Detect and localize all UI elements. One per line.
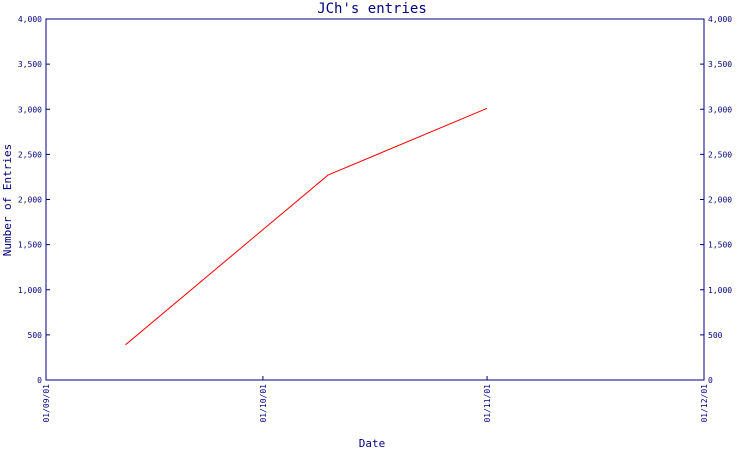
y-tick-label-right: 3,000 [708,105,732,114]
y-tick-label-right: 1,500 [708,241,732,250]
y-tick-label-right: 0 [708,376,713,385]
chart-title: JCh's entries [317,1,427,17]
y-tick-label-left: 1,500 [18,241,42,250]
y-tick-label-right: 4,000 [708,15,732,24]
y-tick-label-right: 2,000 [708,196,732,205]
y-tick-label-left: 1,000 [18,286,42,295]
y-tick-label-left: 2,500 [18,150,42,159]
y-tick-label-left: 4,000 [18,15,42,24]
y-tick-label-left: 2,000 [18,196,42,205]
y-tick-label-left: 3,000 [18,105,42,114]
x-tick-label: 01/10/01 [259,384,268,423]
y-tick-label-right: 500 [708,331,723,340]
y-tick-label-right: 3,500 [708,60,732,69]
series-layer [125,107,488,346]
y-tick-label-right: 1,000 [708,286,732,295]
x-tick-label: 01/12/01 [700,384,709,423]
x-tick-label: 01/09/01 [42,384,51,423]
y-tick-label-left: 0 [37,376,42,385]
y-axis-left: 0 500 1,000 1,500 2,000 2,500 3,000 3,500 4,000 [18,15,50,385]
x-axis: 01/09/01 01/10/01 01/11/01 01/12/01 [42,376,709,423]
x-tick-label: 01/11/01 [483,384,492,423]
y-axis-right: 0 500 1,000 1,500 2,000 2,500 3,000 3,500 4,000 [700,15,732,385]
y-axis-label: Number of Entries [1,144,14,257]
series-line [125,107,488,346]
y-tick-label-left: 500 [28,331,43,340]
x-axis-label: Date [359,437,386,450]
plot-frame [45,18,705,381]
y-tick-label-left: 3,500 [18,60,42,69]
y-tick-label-right: 2,500 [708,150,732,159]
